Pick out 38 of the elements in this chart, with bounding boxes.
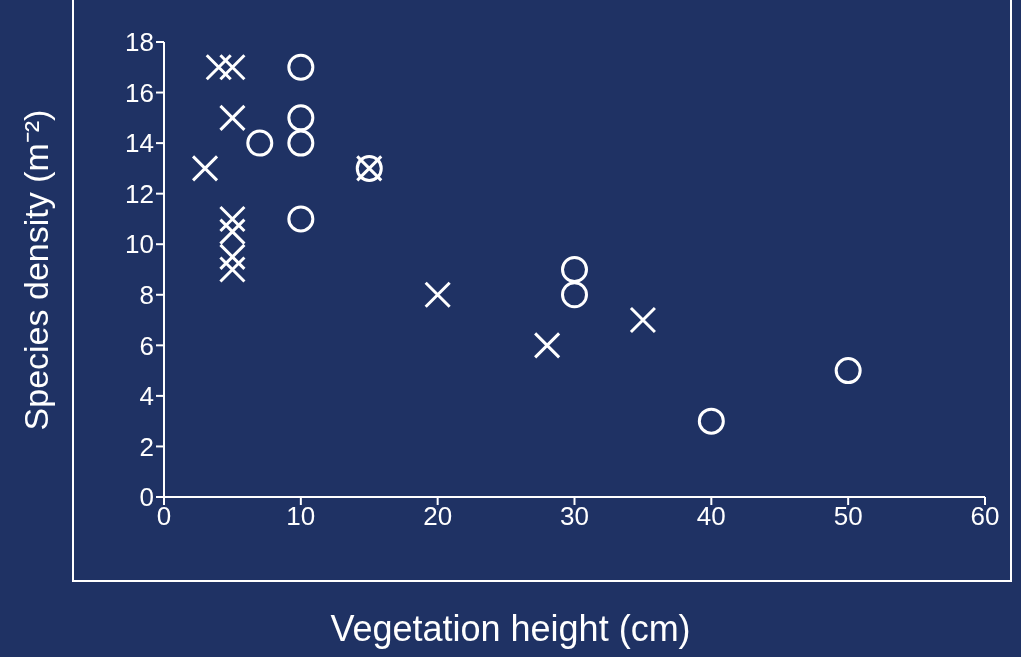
point [205, 53, 233, 81]
point [246, 129, 274, 157]
y-tick-label: 4 [139, 381, 154, 412]
point [287, 104, 315, 132]
y-tick-label: 10 [125, 229, 154, 260]
x-tick-label: 60 [970, 501, 1000, 532]
x-tick-label: 40 [696, 501, 726, 532]
point [218, 205, 246, 233]
point [561, 281, 588, 309]
point [287, 53, 315, 81]
point [218, 243, 246, 271]
y-tick-label: 6 [139, 330, 154, 361]
point [218, 53, 246, 81]
point [834, 357, 862, 385]
point [191, 154, 219, 182]
y-tick-label: 2 [139, 431, 154, 462]
point [218, 218, 246, 246]
x-tick-label: 50 [833, 501, 863, 532]
y-tick-label: 8 [139, 280, 154, 311]
point [218, 104, 246, 132]
x-axis-title: Vegetation height (cm) [329, 608, 692, 650]
point [287, 129, 315, 157]
x-tick-label: 20 [423, 501, 453, 532]
x-tick-label: 10 [286, 501, 316, 532]
y-tick-label: 16 [125, 77, 154, 108]
point [629, 306, 657, 334]
point [424, 281, 452, 309]
y-axis-title: Species density (m⁻²) [16, 108, 56, 433]
y-tick-label: 0 [139, 482, 154, 513]
point [533, 331, 561, 359]
point [218, 256, 246, 283]
point [287, 205, 315, 233]
x-tick-label: 30 [560, 501, 589, 532]
y-tick-label: 12 [125, 178, 154, 209]
y-tick-label: 18 [125, 27, 154, 58]
y-tick-label: 14 [125, 128, 154, 159]
point [697, 407, 725, 435]
point [561, 256, 588, 283]
